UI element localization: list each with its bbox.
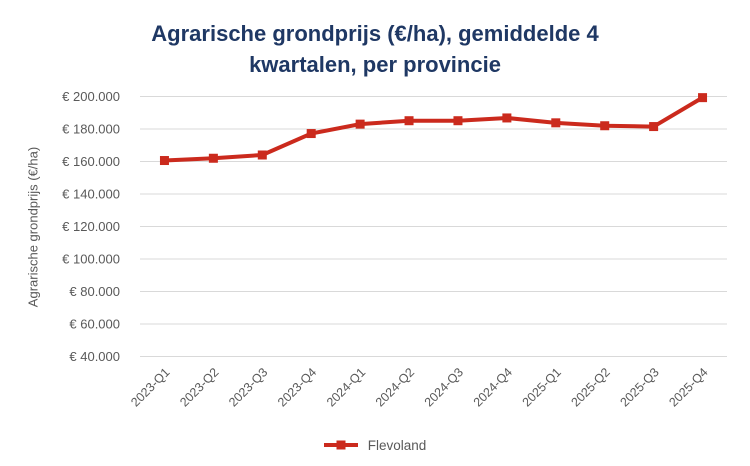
x-tick-label: 2025-Q2 xyxy=(569,365,613,409)
x-tick-label: 2023-Q1 xyxy=(128,365,172,409)
x-tick-label: 2024-Q4 xyxy=(471,365,515,409)
y-tick-label: € 120.000 xyxy=(62,219,120,234)
chart-title-line-2: kwartalen, per provincie xyxy=(249,52,501,77)
chart-title: Agrarische grondprijs (€/ha), gemiddelde… xyxy=(55,18,695,80)
data-point-2025-Q1 xyxy=(551,118,561,128)
data-point-2025-Q2 xyxy=(600,121,610,131)
y-tick-label: € 180.000 xyxy=(62,122,120,137)
y-tick-label: € 140.000 xyxy=(62,187,120,202)
data-point-2023-Q4 xyxy=(306,129,316,139)
y-tick-label: € 60.000 xyxy=(69,317,120,332)
data-point-2024-Q2 xyxy=(404,116,414,126)
x-tick-label: 2025-Q1 xyxy=(520,365,564,409)
x-tick-label: 2023-Q2 xyxy=(177,365,221,409)
data-point-2023-Q1 xyxy=(159,156,169,166)
x-tick-label: 2023-Q4 xyxy=(275,365,319,409)
data-point-2024-Q4 xyxy=(502,113,512,123)
y-tick-label: € 100.000 xyxy=(62,252,120,267)
y-tick-label: € 80.000 xyxy=(69,284,120,299)
data-point-2023-Q3 xyxy=(257,150,267,160)
data-point-2023-Q2 xyxy=(208,153,218,163)
y-tick-label: € 160.000 xyxy=(62,154,120,169)
data-point-2025-Q4 xyxy=(698,93,708,103)
data-point-2025-Q3 xyxy=(649,122,659,132)
x-tick-label: 2024-Q3 xyxy=(422,365,466,409)
x-tick-label: 2024-Q1 xyxy=(324,365,368,409)
x-tick-label: 2024-Q2 xyxy=(373,365,417,409)
y-tick-label: € 40.000 xyxy=(69,349,120,364)
legend-series-label: Flevoland xyxy=(367,437,427,453)
data-point-2024-Q3 xyxy=(453,116,463,126)
x-tick-label: 2025-Q4 xyxy=(666,365,710,409)
legend-line-square-marker-icon xyxy=(323,443,358,447)
data-point-2024-Q1 xyxy=(355,119,365,129)
y-tick-label: € 200.000 xyxy=(62,89,120,104)
legend: Flevoland xyxy=(0,436,750,454)
x-tick-label: 2025-Q3 xyxy=(617,365,661,409)
y-axis-title: Agrarische grondprijs (€/ha) xyxy=(25,146,41,308)
x-tick-label: 2023-Q3 xyxy=(226,365,270,409)
chart-title-line-1: Agrarische grondprijs (€/ha), gemiddelde… xyxy=(151,21,599,46)
series-line-flevoland xyxy=(164,95,704,163)
